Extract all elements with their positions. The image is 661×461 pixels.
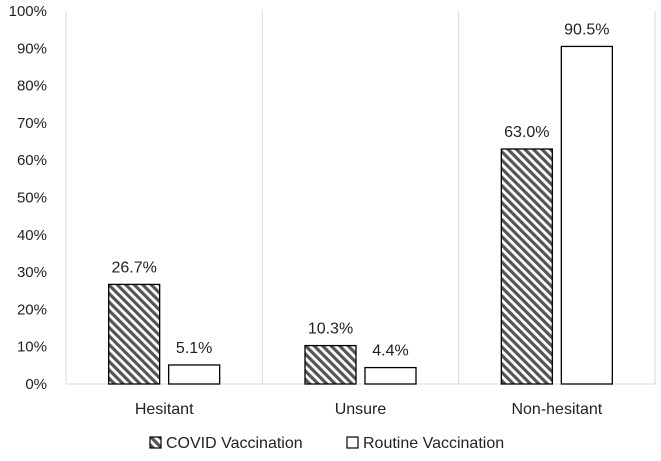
grid-layer bbox=[65, 11, 656, 385]
category-label: Non-hesitant bbox=[511, 401, 602, 418]
bars-layer bbox=[108, 45, 613, 385]
bar-covid-hesitant bbox=[108, 283, 161, 385]
category-label: Hesitant bbox=[135, 401, 194, 418]
y-tick-label: 80% bbox=[17, 78, 47, 95]
legend-swatch bbox=[346, 436, 359, 449]
y-tick-label: 10% bbox=[17, 339, 47, 356]
y-tick-label: 90% bbox=[17, 40, 47, 57]
legend-label: Routine Vaccination bbox=[363, 435, 504, 452]
y-tick-label: 0% bbox=[25, 376, 47, 393]
data-label: 90.5% bbox=[564, 21, 609, 38]
category-label: Unsure bbox=[335, 401, 387, 418]
y-tick-label: 60% bbox=[17, 152, 47, 169]
y-tick-label: 30% bbox=[17, 264, 47, 281]
legend-swatch bbox=[149, 436, 162, 449]
y-tick-label: 50% bbox=[17, 190, 47, 207]
x-axis-categories: Hesitant Unsure Non-hesitant bbox=[135, 401, 603, 418]
data-label: 63.0% bbox=[504, 124, 549, 141]
bar-covid-non-hesitant bbox=[500, 148, 553, 385]
y-tick-label: 20% bbox=[17, 301, 47, 318]
y-tick-label: 100% bbox=[9, 3, 47, 20]
data-label: 26.7% bbox=[111, 259, 156, 276]
bar-routine-non-hesitant bbox=[560, 45, 613, 385]
y-tick-label: 40% bbox=[17, 227, 47, 244]
data-label: 10.3% bbox=[308, 321, 353, 338]
legend: COVID Vaccination Routine Vaccination bbox=[149, 435, 504, 452]
data-label: 4.4% bbox=[372, 343, 408, 360]
y-tick-label: 70% bbox=[17, 115, 47, 132]
bar-routine-unsure bbox=[364, 366, 417, 385]
bar-covid-unsure bbox=[304, 344, 357, 385]
data-label: 5.1% bbox=[176, 340, 212, 357]
bar-routine-hesitant bbox=[168, 364, 221, 385]
y-axis-ticks: 0% 10% 20% 30% 40% 50% 60% 70% 80% 90% 100% bbox=[9, 3, 47, 393]
legend-label: COVID Vaccination bbox=[166, 435, 303, 452]
data-labels-layer: 26.7% 5.1% 10.3% 4.4% 63.0% 90.5% bbox=[111, 21, 609, 359]
